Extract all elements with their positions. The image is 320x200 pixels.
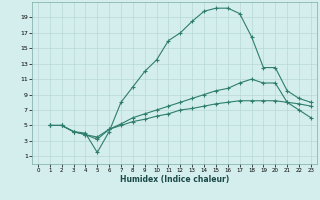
X-axis label: Humidex (Indice chaleur): Humidex (Indice chaleur)	[120, 175, 229, 184]
